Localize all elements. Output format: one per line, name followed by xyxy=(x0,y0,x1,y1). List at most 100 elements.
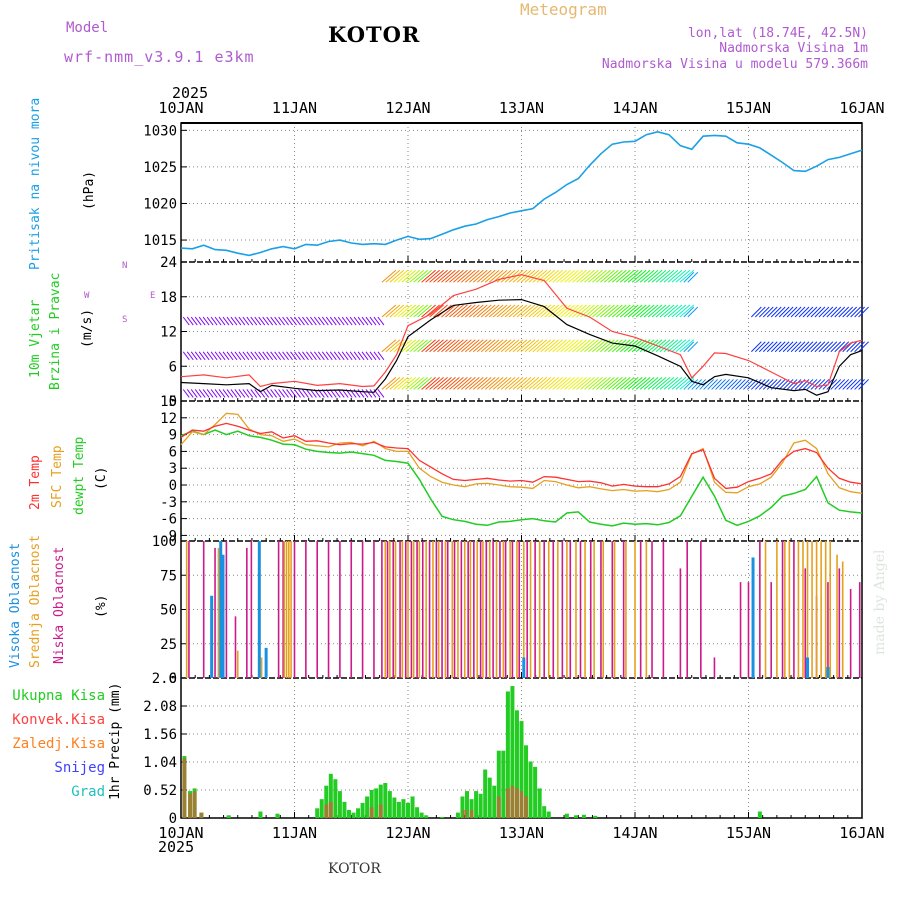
y-tick-label: 0 xyxy=(169,394,177,410)
wind-barb xyxy=(417,304,432,318)
precip-bar xyxy=(258,811,263,818)
wind-barb xyxy=(393,377,409,390)
wind-barb xyxy=(604,269,619,283)
wind-barb xyxy=(592,377,607,390)
wind-barb xyxy=(369,351,377,361)
wind-barb xyxy=(361,316,369,326)
wind-barb xyxy=(540,377,556,390)
wind-barb xyxy=(627,377,643,390)
wind-barb xyxy=(842,379,854,390)
wind-barb xyxy=(409,304,425,318)
wind-barb xyxy=(814,341,826,353)
wind-barb xyxy=(202,316,210,326)
wind-barb xyxy=(254,351,262,361)
wind-barb xyxy=(647,304,663,318)
wind-barb xyxy=(584,377,599,390)
wind-barb xyxy=(639,269,655,283)
wind-barb xyxy=(651,377,667,390)
wind-barb xyxy=(512,304,528,318)
wind-barb xyxy=(230,389,238,398)
wind-barb xyxy=(329,351,337,361)
wind-barb xyxy=(445,377,460,390)
wind-barb xyxy=(214,351,222,361)
wind-barb xyxy=(703,379,715,390)
wind-barb xyxy=(198,351,206,361)
wind-barb xyxy=(409,377,425,390)
wind-barb xyxy=(750,379,762,390)
y-tick-label: 50 xyxy=(160,603,177,619)
precip-bar xyxy=(192,791,197,818)
wind-barb xyxy=(623,304,639,318)
wind-barb xyxy=(524,304,540,318)
x-tick-label-bottom: 10JAN xyxy=(158,824,203,842)
wind-barb xyxy=(544,269,560,283)
wind-barb xyxy=(544,339,560,353)
wind-barb xyxy=(194,316,202,326)
wind-barb xyxy=(453,339,468,353)
wind-barb xyxy=(270,351,278,361)
wind-barb xyxy=(762,306,774,318)
wind-barb xyxy=(234,389,242,398)
wind-barb xyxy=(421,339,436,353)
wind-barb xyxy=(500,377,516,390)
wind-barb xyxy=(822,306,834,318)
wind-barb xyxy=(218,351,226,361)
wind-barb xyxy=(441,304,456,318)
wind-barb xyxy=(516,377,532,390)
wind-barb xyxy=(838,306,850,318)
wind-barb xyxy=(445,304,460,318)
precip-bar xyxy=(573,815,578,818)
y-tick-label: -9 xyxy=(160,528,177,544)
wind-barb xyxy=(401,339,417,353)
wind-barb xyxy=(397,269,413,283)
wind-barb xyxy=(635,269,651,283)
wind-barb xyxy=(592,339,607,353)
wind-barb xyxy=(429,304,444,318)
wind-barb xyxy=(552,339,568,353)
wind-barb xyxy=(604,339,619,353)
y-tick-label: 12 xyxy=(160,325,177,341)
wind-barb xyxy=(675,339,691,353)
wind-barb xyxy=(242,389,250,398)
x-tick-label-bottom: 12JAN xyxy=(385,824,430,842)
wind-barb xyxy=(210,389,218,398)
wind-barb xyxy=(333,316,341,326)
wind-barb xyxy=(687,341,699,353)
wind-barb xyxy=(492,339,508,353)
wind-barb xyxy=(576,269,591,283)
wind-barb xyxy=(687,271,699,283)
wind-barb xyxy=(250,316,258,326)
y-tick-label: 0 xyxy=(169,811,177,827)
wind-barb xyxy=(818,306,830,318)
wind-barb xyxy=(488,377,504,390)
wind-barb xyxy=(405,269,421,283)
wind-barb xyxy=(564,339,579,353)
wind-barb xyxy=(671,269,687,283)
x-tick-label-bottom: 14JAN xyxy=(612,824,657,842)
wind-barb xyxy=(663,377,679,390)
wind-barb xyxy=(401,304,417,318)
wind-barb xyxy=(437,339,452,353)
wind-barb xyxy=(437,377,452,390)
x-tick-label-bottom: 16JAN xyxy=(839,824,884,842)
precip-bar xyxy=(369,807,374,818)
precip-bar xyxy=(346,809,351,818)
wind-barb xyxy=(520,339,536,353)
precip-bar xyxy=(496,796,501,818)
wind-barb xyxy=(496,377,512,390)
precip-bar xyxy=(415,807,420,818)
wind-barb xyxy=(306,389,313,398)
y-tick-label: 12 xyxy=(160,411,177,427)
wind-barb xyxy=(468,304,484,318)
wind-barb xyxy=(266,316,274,326)
wind-barb xyxy=(635,304,651,318)
wind-barb xyxy=(719,379,730,390)
wind-barb xyxy=(397,339,413,353)
wind-barb xyxy=(437,269,452,283)
precip-bar xyxy=(460,796,465,818)
wind-barb xyxy=(433,339,448,353)
wind-barb xyxy=(238,351,246,361)
wind-barb xyxy=(727,379,738,390)
y-tick-label: 1030 xyxy=(143,123,177,139)
wind-barb xyxy=(222,316,230,326)
